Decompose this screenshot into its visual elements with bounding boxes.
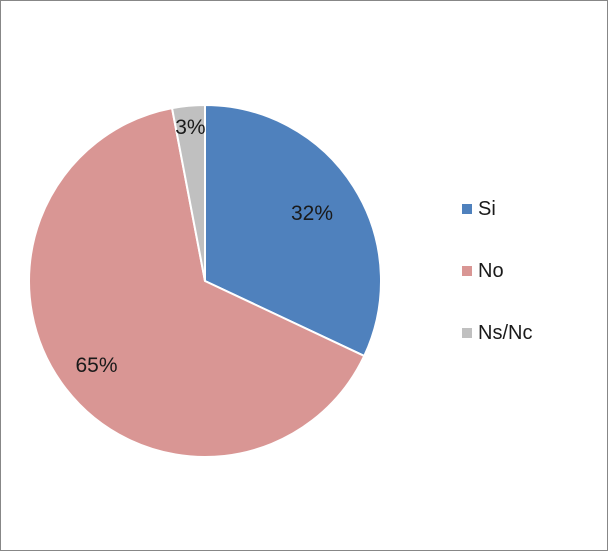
legend-swatch-si — [462, 204, 472, 214]
chart-legend: Si No Ns/Nc — [462, 196, 532, 382]
data-label-no: 65% — [76, 354, 118, 377]
legend-label-nsnc: Ns/Nc — [478, 321, 533, 344]
legend-label-si: Si — [478, 197, 496, 220]
pie-data-labels: 32% 65% 3% — [76, 116, 333, 377]
legend-item-nsnc: Ns/Nc — [462, 320, 532, 346]
legend-label-no: No — [478, 259, 504, 282]
legend-item-no: No — [462, 258, 532, 284]
legend-swatch-no — [462, 266, 472, 276]
pie-slices — [28, 103, 382, 458]
pie-slice-si — [204, 103, 382, 358]
pie-slice-no — [28, 106, 366, 458]
legend-item-si: Si — [462, 196, 532, 222]
data-label-si: 32% — [291, 202, 333, 225]
data-label-nsnc: 3% — [175, 116, 205, 139]
legend-swatch-nsnc — [462, 328, 472, 338]
pie-slice-nsnc — [170, 103, 206, 282]
